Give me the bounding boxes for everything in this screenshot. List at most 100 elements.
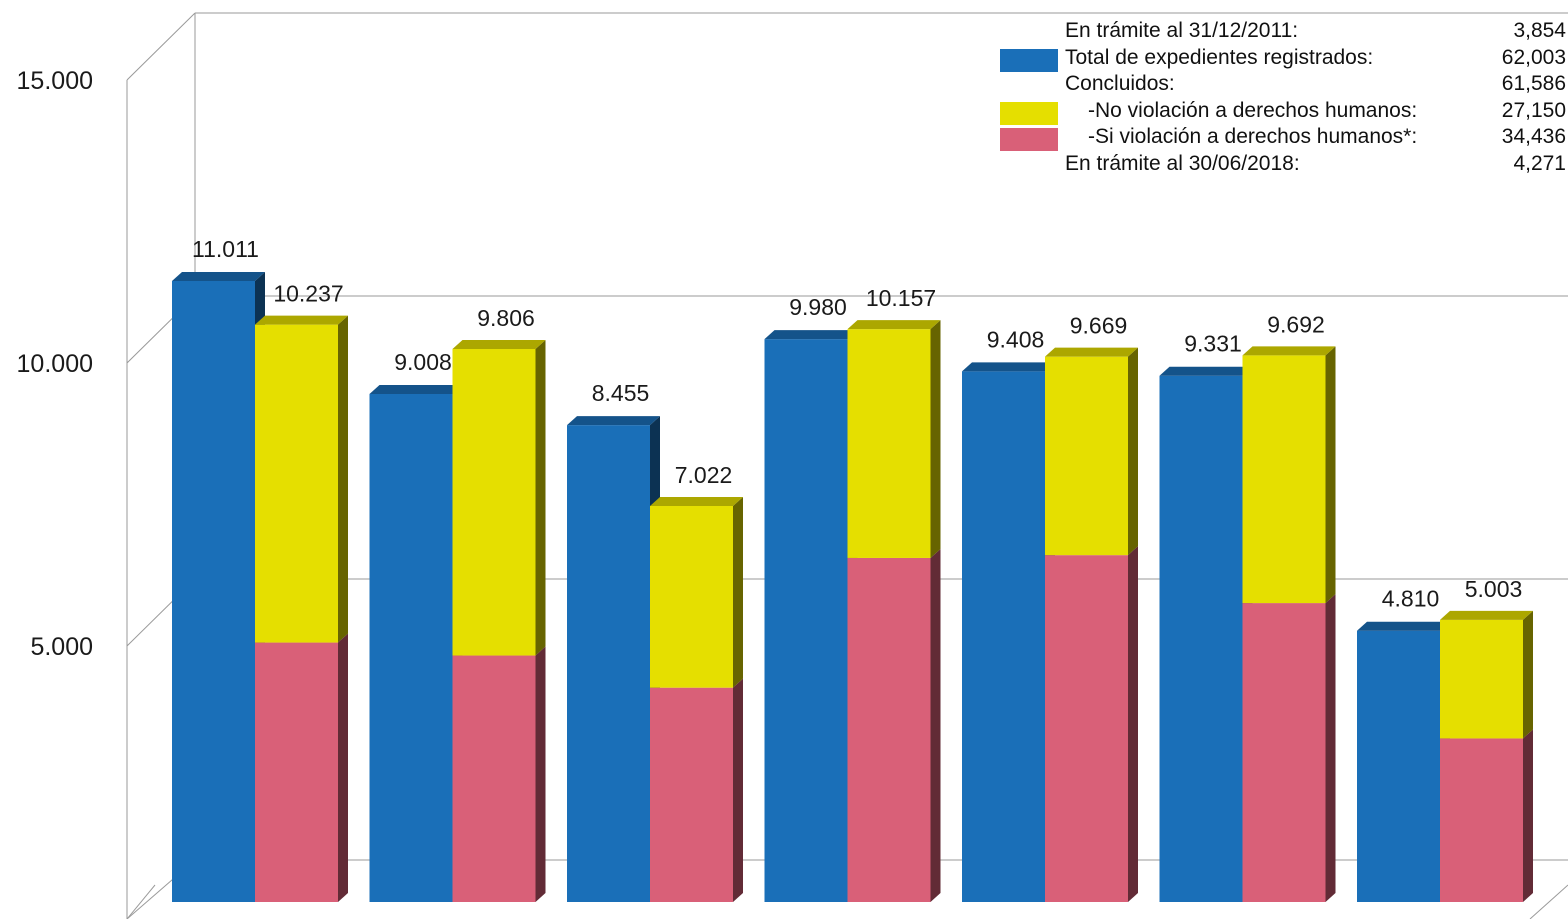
legend-row: -No violación a derechos humanos: 27,150: [998, 98, 1568, 125]
bar-no-violacion-5: [1045, 347, 1138, 556]
legend-value: 62,003: [1501, 45, 1566, 69]
legend: En trámite al 31/12/2011: 3,854 Total de e…: [998, 18, 1568, 177]
bar-total-7-front: [1357, 630, 1440, 902]
bar-total-1-front: [172, 280, 255, 902]
bar-total-5-top: [962, 362, 1055, 372]
bar-no-violacion-5-front: [1045, 356, 1128, 556]
bar-no-violacion-2-top: [452, 339, 546, 349]
bar-si-violacion-7-front: [1440, 738, 1523, 902]
bar-si-violacion-4-front: [847, 557, 931, 902]
legend-row: Concluidos: 61,586: [998, 71, 1568, 98]
bar-no-violacion-1-front: [255, 324, 338, 643]
bar-si-violacion-7-side: [1523, 729, 1533, 902]
bar-total-3: [567, 416, 660, 902]
legend-row: -Si violación a derechos humanos*: 34,436: [998, 124, 1568, 151]
bar-total-6-front: [1159, 375, 1243, 903]
legend-label: En trámite al 31/12/2011:: [1065, 19, 1299, 42]
bar-total-6-top: [1159, 366, 1253, 376]
bar-total-4-front: [764, 339, 848, 902]
bar-si-violacion-5-front: [1045, 555, 1128, 902]
bar-no-violacion-6-side: [1325, 346, 1336, 604]
legend-row: En trámite al 30/06/2018: 4,271: [998, 151, 1568, 178]
bar-si-violacion-4-side: [930, 548, 941, 902]
bar-total-2-front: [369, 393, 453, 902]
y-tick-label: 10.000: [17, 350, 93, 378]
legend-swatch: [1000, 128, 1058, 151]
bar-total-7-top: [1357, 621, 1450, 631]
bar-total-5-front: [962, 371, 1045, 902]
bar-si-violacion-2-side: [535, 646, 546, 902]
legend-value: 34,436: [1501, 125, 1566, 148]
bar-si-violacion-3-front: [650, 687, 733, 902]
bar-total-2: [369, 384, 463, 902]
bar-no-violacion-4-top: [847, 320, 941, 330]
bar-no-violacion-7-side: [1523, 610, 1533, 739]
bar-total-2-top: [369, 384, 463, 394]
value-label-total-3: 8.455: [592, 380, 650, 406]
value-label-total-5: 9.408: [987, 326, 1045, 352]
value-label-concluidos-4: 10.157: [866, 285, 936, 311]
legend-value: 27,150: [1501, 98, 1566, 122]
bar-total-3-front: [567, 425, 650, 902]
bar-total-1-top: [172, 271, 265, 281]
bar-si-violacion-4: [847, 548, 941, 902]
legend-value: 4,271: [1513, 151, 1566, 175]
bar-no-violacion-7-top: [1440, 610, 1533, 620]
floor-right-edge: [1529, 884, 1568, 919]
legend-label: En trámite al 30/06/2018:: [1065, 151, 1300, 175]
value-label-concluidos-7: 5.003: [1465, 576, 1523, 602]
bar-no-violacion-2-side: [535, 339, 546, 656]
side-wall-top-edge: [126, 12, 196, 81]
legend-label: -No violación a derechos humanos:: [1088, 98, 1418, 122]
legend-row: Total de expedientes registrados: 62,003: [998, 45, 1568, 72]
value-label-concluidos-2: 9.806: [477, 305, 535, 331]
legend-row: En trámite al 31/12/2011: 3,854: [998, 18, 1568, 45]
bar-no-violacion-2: [452, 339, 546, 656]
value-label-total-7: 4.810: [1382, 586, 1440, 612]
legend-label: Total de expedientes registrados:: [1065, 45, 1374, 69]
value-label-concluidos-3: 7.022: [675, 462, 733, 488]
bar-no-violacion-6-top: [1242, 346, 1336, 356]
bar-si-violacion-2: [452, 646, 546, 902]
legend-value: 3,854: [1513, 19, 1566, 42]
value-labels: 11.011 10.237 9.008 9.806 8.455 7.022 9.980 10.…: [192, 236, 1522, 612]
value-label-concluidos-5: 9.669: [1070, 313, 1128, 339]
bar-no-violacion-6: [1242, 346, 1336, 604]
bar-total-4-top: [764, 330, 858, 340]
bar-total-6: [1159, 366, 1253, 903]
bar-no-violacion-4: [847, 320, 941, 558]
bar-total-5: [962, 362, 1055, 902]
bar-si-violacion-7: [1440, 729, 1533, 902]
bar-si-violacion-1: [255, 633, 348, 902]
chart-grid: [126, 12, 1568, 919]
y-axis-tick-labels: 5.000 10.000 15.000: [17, 67, 93, 661]
floor-left-edge: [126, 884, 156, 919]
bar-si-violacion-2-front: [452, 655, 536, 902]
legend-swatch: [1000, 101, 1058, 125]
bar-total-3-top: [567, 416, 660, 426]
bar-no-violacion-3-top: [650, 496, 743, 506]
legend-label: Concluidos:: [1065, 72, 1175, 95]
bar-si-violacion-6-side: [1325, 594, 1336, 902]
bar-si-violacion-5: [1045, 546, 1138, 902]
bar-no-violacion-7: [1440, 610, 1533, 739]
bar-total-7: [1357, 621, 1450, 902]
bar-no-violacion-7-front: [1440, 619, 1523, 739]
bar-no-violacion-1-side: [338, 315, 348, 643]
bar-si-violacion-6: [1242, 594, 1336, 902]
bar-no-violacion-3-front: [650, 505, 733, 688]
bar-no-violacion-5-side: [1128, 347, 1138, 556]
bar-si-violacion-3: [650, 678, 743, 902]
legend-swatch: [1000, 48, 1058, 72]
bar-no-violacion-3: [650, 496, 743, 688]
bar-si-violacion-5-side: [1128, 546, 1138, 902]
y-tick-label: 15.000: [17, 67, 93, 95]
bars: [172, 271, 1533, 903]
bar-total-4: [764, 330, 858, 902]
legend-value: 61,586: [1501, 72, 1566, 95]
y-tick-label: 5.000: [30, 633, 93, 661]
value-label-concluidos-6: 9.692: [1267, 311, 1325, 337]
value-label-concluidos-1: 10.237: [273, 281, 343, 307]
bar-si-violacion-1-side: [338, 633, 348, 902]
